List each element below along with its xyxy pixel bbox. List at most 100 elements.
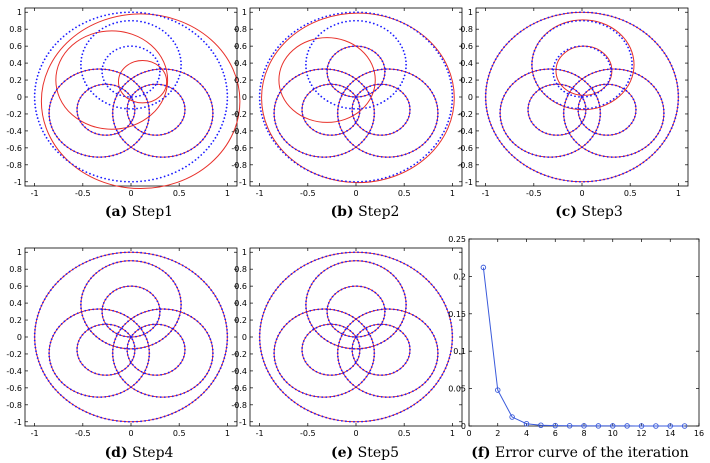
target-point (171, 369, 174, 372)
target-point (326, 315, 329, 318)
target-point (291, 318, 294, 320)
target-point (567, 70, 569, 73)
target-point (330, 102, 332, 104)
target-point (323, 84, 325, 86)
target-point (152, 87, 155, 89)
target-point (52, 334, 55, 337)
target-point (63, 320, 66, 323)
target-point (446, 123, 448, 126)
target-point (100, 308, 103, 310)
target-point (112, 12, 114, 15)
target-point (42, 130, 44, 133)
target-point (341, 419, 343, 422)
target-point (605, 57, 608, 59)
target-point (485, 85, 488, 88)
target-point (59, 154, 62, 156)
target-point (369, 94, 372, 97)
target-point (446, 68, 448, 71)
target-point (179, 296, 182, 299)
target-point (183, 152, 186, 154)
target-point (431, 331, 434, 334)
target-point (599, 133, 601, 136)
target-point (127, 125, 129, 127)
target-point (304, 303, 307, 306)
target-point (108, 264, 111, 266)
target-point (290, 33, 293, 35)
target-point (81, 333, 84, 336)
target-point (140, 86, 143, 89)
target-point (208, 145, 210, 148)
target-point (331, 325, 334, 328)
target-point (642, 161, 645, 164)
target-point (399, 411, 402, 414)
caption-a: (a) Step1 (105, 204, 173, 220)
target-point (352, 117, 355, 120)
target-point (267, 130, 269, 133)
target-point (90, 130, 93, 133)
target-point (123, 150, 126, 153)
target-point (184, 348, 186, 351)
target-point (68, 30, 71, 33)
target-point (522, 28, 525, 31)
target-circle-points (111, 68, 214, 159)
target-point (333, 13, 335, 16)
target-point (625, 127, 628, 130)
target-point (428, 391, 430, 394)
target-point (287, 396, 290, 399)
target-point (618, 131, 621, 134)
target-point (395, 277, 397, 280)
target-point (365, 107, 367, 109)
x-tick-label: 0 (128, 429, 133, 438)
target-point (539, 69, 542, 71)
fitted-circle (40, 13, 241, 190)
target-point (396, 309, 399, 311)
target-point (603, 87, 606, 89)
target-point (348, 314, 351, 316)
target-point (179, 70, 182, 73)
target-point (384, 255, 387, 258)
target-point (176, 46, 178, 49)
target-point (621, 90, 623, 93)
target-point (300, 26, 302, 29)
target-point (336, 112, 339, 115)
target-point (124, 107, 126, 110)
target-point (132, 11, 134, 14)
target-point (193, 146, 196, 149)
target-point (488, 120, 491, 123)
target-point (602, 155, 605, 158)
target-point (301, 350, 304, 353)
target-point (652, 85, 655, 88)
target-point (148, 419, 150, 422)
target-point (50, 366, 53, 368)
target-point (441, 298, 444, 301)
target-point (181, 359, 184, 361)
target-point (47, 140, 50, 142)
target-point (315, 370, 318, 373)
target-point (498, 52, 501, 54)
target-point (132, 251, 134, 254)
target-point (369, 372, 372, 375)
target-point (144, 132, 147, 135)
target-point (360, 335, 362, 338)
target-point (651, 154, 654, 156)
target-point (106, 295, 109, 298)
target-point (441, 133, 444, 136)
target-point (676, 85, 679, 88)
target-point (140, 392, 143, 394)
target-point (151, 69, 154, 71)
target-point (349, 322, 352, 325)
target-point (392, 174, 395, 177)
target-point (151, 24, 154, 26)
target-point (167, 17, 170, 20)
x-tick-label: 0.5 (173, 429, 186, 438)
target-point (583, 180, 585, 183)
target-point (272, 380, 275, 382)
target-point (133, 315, 136, 318)
target-point (662, 108, 665, 111)
y-tick-label: -0.6 (457, 144, 473, 153)
target-point (337, 119, 340, 122)
y-tick-label: 0.4 (9, 59, 22, 68)
target-point (159, 396, 162, 399)
target-point (35, 113, 38, 116)
target-point (288, 143, 291, 146)
